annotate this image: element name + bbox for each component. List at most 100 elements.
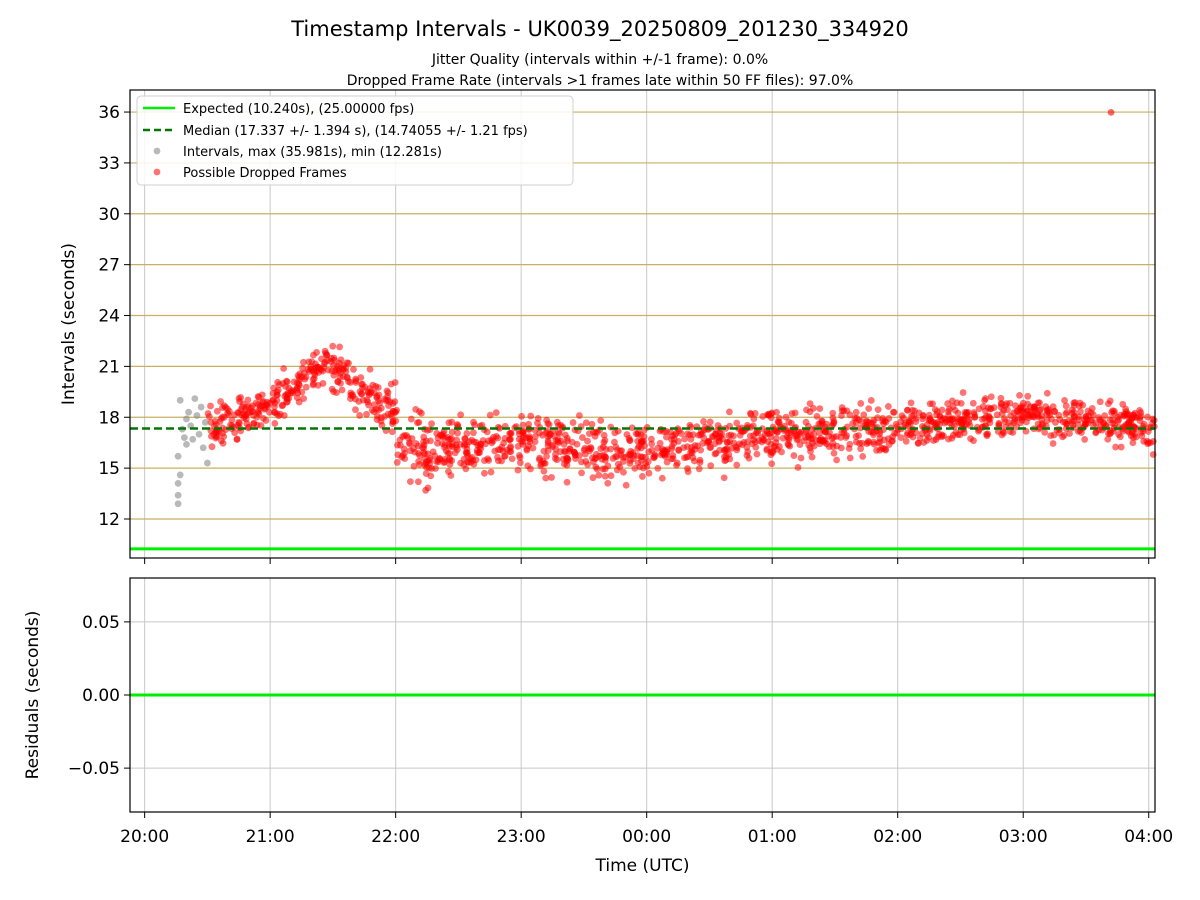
dropped-frame-point — [566, 445, 574, 453]
dropped-frame-point — [589, 474, 597, 482]
legend-expected-label: Expected (10.240s), (25.00000 fps) — [183, 102, 414, 117]
dropped-frame-point — [274, 378, 282, 386]
x-tick-label: 20:00 — [120, 827, 169, 847]
dropped-frame-point — [716, 446, 724, 454]
dropped-frame-point — [540, 467, 548, 475]
residuals-y-axis-label: Residuals (seconds) — [23, 611, 43, 780]
dropped-frame-point — [592, 463, 600, 471]
dropped-frame-point — [588, 420, 596, 428]
dropped-frame-point — [1009, 429, 1017, 436]
dropped-frame-point — [660, 447, 667, 455]
dropped-frame-point — [648, 440, 656, 448]
intervals-panel: 12 15 18 21 24 27 30 33 36 Intervals (seconds) E… — [59, 89, 1158, 564]
dropped-frame-point — [668, 445, 676, 453]
dropped-frame-point — [364, 398, 372, 406]
dropped-frame-point — [1000, 429, 1008, 437]
dropped-frame-point — [626, 436, 634, 444]
dropped-frame-point — [1138, 432, 1146, 440]
dropped-frame-point — [420, 444, 428, 452]
dropped-frame-point — [816, 405, 824, 412]
dropped-frame-point — [751, 438, 759, 446]
dropped-frame-point — [669, 455, 677, 463]
dropped-frame-point — [1047, 432, 1055, 440]
dropped-frame-point — [534, 415, 542, 422]
dropped-frame-point — [638, 473, 646, 480]
dropped-frame-point — [414, 478, 422, 486]
dropped-frame-point — [806, 400, 814, 407]
dropped-frame-point — [548, 474, 555, 481]
dropped-frame-point — [858, 439, 866, 447]
dropped-frame-point — [882, 418, 890, 426]
dropped-frame-point — [283, 378, 291, 386]
dropped-frame-point — [997, 394, 1005, 402]
legend-median-label: Median (17.337 +/- 1.394 s), (14.74055 +… — [183, 124, 528, 139]
dropped-frame-point — [477, 441, 485, 448]
dropped-frame-point — [596, 452, 603, 460]
dropped-frame-point — [447, 472, 455, 479]
dropped-frame-point — [235, 419, 243, 426]
dropped-frame-point — [480, 469, 488, 477]
dropped-frame-point — [954, 409, 962, 417]
dropped-frame-point — [722, 453, 730, 460]
dropped-frame-point — [1145, 439, 1152, 447]
dropped-frame-point — [213, 407, 221, 415]
dropped-frame-point — [1092, 420, 1100, 427]
dropped-frame-point — [597, 417, 605, 424]
dropped-frame-point — [568, 438, 576, 446]
x-tick-label: 04:00 — [1124, 827, 1173, 847]
dropped-frame-point — [1016, 391, 1023, 399]
dropped-frame-point — [803, 406, 810, 414]
dropped-frame-point — [994, 428, 1002, 435]
dropped-frame-point — [581, 450, 589, 458]
residuals-y-tick-label: −0.05 — [68, 759, 120, 779]
dropped-frame-point — [700, 418, 707, 425]
dropped-frame-point — [254, 409, 262, 417]
dropped-frame-point — [700, 434, 708, 442]
dropped-frame-point — [715, 437, 723, 445]
intervals-y-tick-label: 27 — [98, 256, 120, 276]
dropped-frame-point — [552, 437, 560, 444]
interval-point — [193, 412, 201, 419]
dropped-frame-point — [507, 430, 515, 437]
dropped-frame-point — [540, 447, 548, 455]
dropped-frame-point — [350, 366, 357, 373]
dropped-frame-point — [658, 474, 666, 482]
dropped-frame-point — [428, 420, 435, 428]
dropped-frame-point — [269, 397, 277, 404]
dropped-frame-point — [1106, 430, 1114, 438]
x-axis-label: Time (UTC) — [595, 856, 690, 876]
dropped-frame-point — [640, 433, 648, 441]
dropped-frame-point — [560, 440, 568, 448]
dropped-frame-point — [328, 385, 336, 393]
dropped-frame-point — [750, 415, 758, 423]
dropped-frame-point — [1045, 405, 1053, 413]
dropped-frame-point — [697, 428, 705, 436]
dropped-frame-point — [837, 434, 845, 441]
dropped-frame-point — [584, 437, 591, 445]
dropped-frame-point — [339, 366, 347, 374]
dropped-frame-point — [788, 410, 796, 417]
chart-title: Timestamp Intervals - UK0039_20250809_20… — [290, 17, 909, 42]
dropped-frame-point — [516, 459, 524, 467]
dropped-frame-point — [445, 436, 452, 443]
dropped-frame-point — [536, 456, 543, 464]
dropped-frame-point — [1084, 407, 1092, 415]
dropped-frame-point — [319, 380, 327, 387]
dropped-frame-point — [910, 412, 918, 420]
dropped-frame-point — [1013, 408, 1021, 415]
dropped-frame-point — [874, 406, 882, 414]
dropped-frame-point — [553, 418, 561, 426]
dropped-frame-point — [627, 451, 634, 459]
dropped-frame-point — [1034, 411, 1042, 419]
dropped-frame-point — [776, 443, 783, 450]
dropped-frame-point — [1116, 433, 1124, 441]
dropped-frame-point — [744, 421, 751, 429]
dropped-frame-point — [859, 453, 867, 460]
dropped-frame-point — [648, 435, 655, 443]
dropped-frame-point — [299, 364, 307, 372]
dropped-frame-point — [602, 445, 610, 453]
dropped-frame-point — [774, 428, 781, 436]
dropped-frame-point — [601, 465, 609, 473]
dropped-frame-point — [620, 468, 627, 476]
dropped-frame-point — [957, 399, 965, 407]
